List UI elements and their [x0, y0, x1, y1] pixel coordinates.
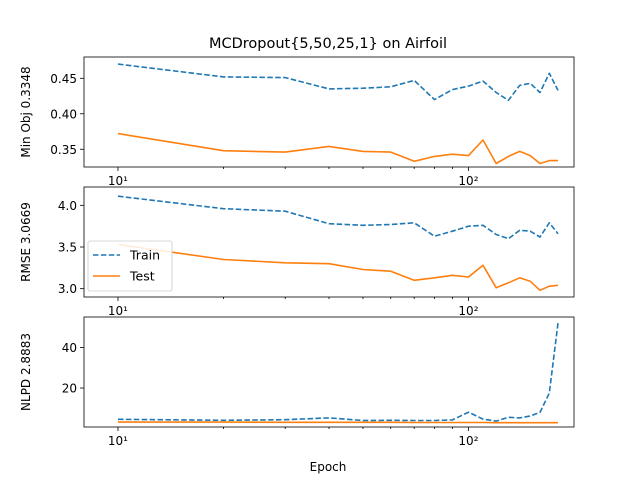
- y-tick-label: 40: [62, 341, 77, 355]
- panel-1: 10¹ 10² 0.35 0.40 0.45 Min Obj 0.3348: [19, 56, 575, 188]
- chart-panels: 10¹ 10² 0.35 0.40 0.45 Min Obj 0.3348 10¹ 10² 3.…: [19, 56, 575, 448]
- panel-3: 10¹ 10² 20 40 NLPD 2.8883: [19, 316, 575, 448]
- y-axis-label: NLPD 2.8883: [19, 333, 33, 411]
- series-line-train: [117, 195, 559, 240]
- legend-label-train: Train: [129, 248, 160, 263]
- legend-box: [87, 240, 173, 292]
- axes-frame: [83, 316, 575, 428]
- chart-title: MCDropout{5,50,25,1} on Airfoil: [209, 36, 447, 52]
- panel-2: 10¹ 10² 3.0 3.5 4.0 RMSE 3.0669 Train Test: [19, 186, 575, 318]
- y-axis-label: RMSE 3.0669: [19, 202, 33, 282]
- y-tick-label: 0.35: [50, 143, 77, 157]
- y-tick-label: 3.0: [58, 282, 77, 296]
- y-tick-label: 0.40: [50, 107, 77, 121]
- legend: Train Test: [87, 240, 173, 292]
- series-line-train: [117, 63, 559, 102]
- series-line-test: [117, 132, 558, 165]
- x-tick-label: 10¹: [108, 434, 128, 448]
- axes-frame: [83, 56, 575, 168]
- legend-label-test: Test: [129, 269, 155, 284]
- series-line-test: [118, 421, 558, 424]
- x-tick-label: 10¹: [108, 304, 128, 318]
- x-tick-label: 10²: [458, 304, 478, 318]
- series-line-test: [117, 243, 559, 292]
- y-tick-label: 0.45: [50, 72, 77, 86]
- x-tick-label: 10²: [458, 434, 478, 448]
- y-tick-label: 20: [62, 382, 77, 396]
- axes-frame: [83, 186, 575, 298]
- y-tick-label: 4.0: [58, 199, 77, 213]
- x-axis-label: Epoch: [310, 460, 347, 474]
- series-line-train: [117, 323, 559, 422]
- x-tick-label: 10¹: [108, 174, 128, 188]
- x-tick-label: 10²: [458, 174, 478, 188]
- y-tick-label: 3.5: [58, 241, 77, 255]
- y-axis-label: Min Obj 0.3348: [19, 66, 33, 157]
